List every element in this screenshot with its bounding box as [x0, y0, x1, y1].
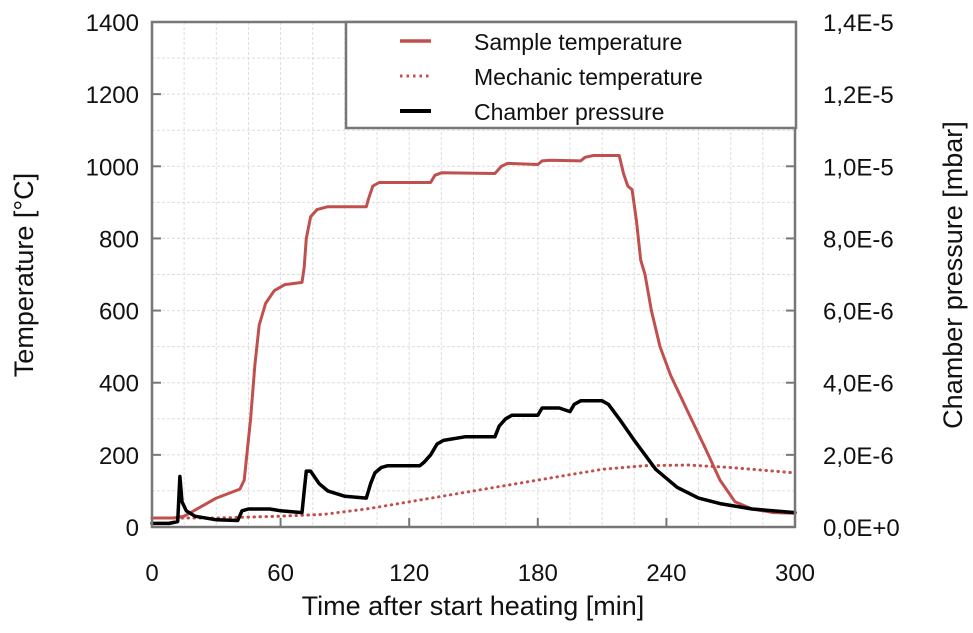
y2-tick-label: 4,0E-6: [823, 371, 894, 398]
y-axis-label: Temperature [°C]: [9, 173, 39, 377]
y-tick-label: 200: [99, 443, 139, 470]
legend-label-pressure: Chamber pressure: [474, 99, 664, 125]
x-tick-label: 0: [145, 560, 158, 587]
y-tick-label: 0: [126, 515, 139, 542]
y2-tick-label: 0,0E+0: [823, 515, 900, 542]
y-tick-label: 1000: [86, 154, 139, 181]
x-tick-label: 240: [646, 560, 686, 587]
x-tick-label: 180: [518, 560, 558, 587]
tick-layer: 0 60 120 180 240 300 0 200 400 600 800 1000 1200 1400…: [86, 10, 900, 587]
x-tick-label: 120: [389, 560, 429, 587]
y2-tick-label: 1,2E-5: [823, 82, 894, 109]
y2-tick-label: 6,0E-6: [823, 299, 894, 326]
y2-tick-label: 1,4E-5: [823, 10, 894, 37]
y-tick-label: 800: [99, 226, 139, 253]
x-tick-label: 60: [267, 560, 294, 587]
legend: Sample temperature Mechanic temperature …: [344, 20, 798, 130]
y-tick-label: 400: [99, 371, 139, 398]
legend-label-mechanic: Mechanic temperature: [474, 64, 703, 90]
series-layer: [150, 154, 797, 526]
y-tick-label: 1400: [86, 10, 139, 37]
y2-axis-label: Chamber pressure [mbar]: [938, 121, 968, 429]
series-line-chamber-pressure: [150, 399, 797, 526]
legend-label-sample: Sample temperature: [474, 29, 682, 55]
y2-tick-label: 1,0E-5: [823, 154, 894, 181]
y-tick-label: 1200: [86, 82, 139, 109]
x-axis-label: Time after start heating [min]: [302, 591, 645, 621]
x-tick-label: 300: [775, 560, 815, 587]
series-line-mechanic-temperature: [150, 463, 797, 520]
y-tick-label: 600: [99, 299, 139, 326]
series-line-sample-temperature: [150, 154, 797, 520]
y2-tick-label: 8,0E-6: [823, 226, 894, 253]
y2-tick-label: 2,0E-6: [823, 443, 894, 470]
